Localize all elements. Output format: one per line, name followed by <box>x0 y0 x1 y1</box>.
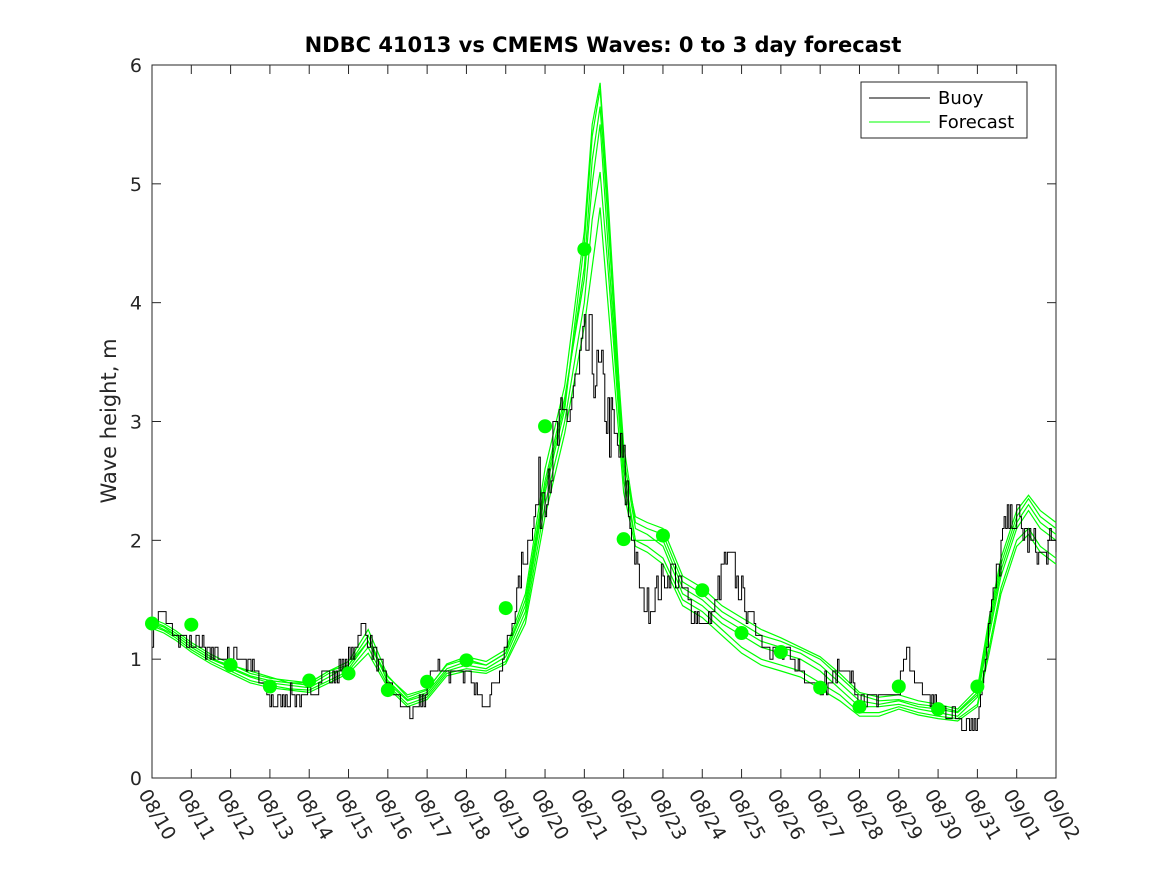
x-tick-label: 08/31 <box>959 786 1005 844</box>
legend-box <box>860 81 1028 139</box>
x-tick-label: 08/27 <box>802 786 848 844</box>
x-tick-labels: 08/1008/1108/1208/1308/1408/1508/1608/17… <box>134 786 1084 844</box>
legend-forecast-label: Forecast <box>938 112 1014 133</box>
x-tick-label: 08/21 <box>566 786 612 844</box>
y-tick-label: 5 <box>130 174 142 196</box>
y-tick-labels: 0 1 2 3 4 5 6 <box>130 55 142 790</box>
x-tick-label: 08/29 <box>880 786 926 844</box>
plot-area <box>151 64 1057 779</box>
x-tick-label: 08/23 <box>645 786 691 844</box>
forecast-marker <box>931 702 946 717</box>
x-tick-label: 08/30 <box>920 786 966 844</box>
forecast-marker <box>420 674 435 689</box>
x-tick-label: 08/22 <box>605 786 651 844</box>
x-tick-label: 08/25 <box>723 786 769 844</box>
x-tick-label: 08/15 <box>330 786 376 844</box>
forecast-marker <box>970 679 985 694</box>
forecast-marker <box>538 419 553 434</box>
x-tick-label: 09/02 <box>1038 786 1084 844</box>
buoy-series <box>152 314 1057 731</box>
forecast-marker <box>655 528 670 543</box>
x-tick-label: 08/10 <box>134 786 180 844</box>
forecast-markers <box>145 242 985 717</box>
forecast-marker <box>891 679 906 694</box>
forecast-marker <box>813 680 828 695</box>
x-tick-label: 08/24 <box>684 786 730 844</box>
x-tick-label: 08/18 <box>448 786 494 844</box>
forecast-marker <box>302 673 317 688</box>
chart-title: NDBC 41013 vs CMEMS Waves: 0 to 3 day fo… <box>305 33 902 57</box>
y-tick-label: 1 <box>130 649 142 671</box>
forecast-marker <box>577 242 592 257</box>
forecast-marker <box>773 645 788 660</box>
forecast-marker <box>380 683 395 698</box>
forecast-line-4 <box>151 207 1057 722</box>
forecast-marker <box>616 532 631 547</box>
x-tick-label: 08/17 <box>409 786 455 844</box>
y-tick-label: 3 <box>130 412 142 434</box>
forecast-line-2 <box>151 171 1057 720</box>
forecast-marker <box>262 679 277 694</box>
forecast-marker <box>498 601 513 616</box>
x-tick-label: 08/11 <box>173 786 219 844</box>
legend: Buoy Forecast <box>860 81 1028 139</box>
y-tick-label: 4 <box>130 293 142 315</box>
forecast-marker <box>459 653 474 668</box>
forecast-marker <box>223 658 238 673</box>
y-tick-label: 2 <box>130 530 142 552</box>
legend-buoy-label: Buoy <box>938 88 984 109</box>
forecast-marker <box>341 666 356 681</box>
x-tick-label: 08/12 <box>212 786 258 844</box>
x-tick-label: 08/26 <box>763 786 809 844</box>
tick-marks <box>151 64 1057 779</box>
forecast-marker <box>184 617 199 632</box>
y-tick-label: 0 <box>130 768 142 790</box>
x-tick-label: 08/20 <box>527 786 573 844</box>
x-tick-label: 08/16 <box>369 786 415 844</box>
x-tick-label: 08/14 <box>291 786 337 844</box>
y-axis-label: Wave height, m <box>97 338 121 503</box>
x-tick-label: 08/19 <box>487 786 533 844</box>
x-tick-label: 08/28 <box>841 786 887 844</box>
buoy-line <box>152 314 1057 731</box>
x-tick-label: 08/13 <box>252 786 298 844</box>
forecast-marker <box>695 583 710 598</box>
forecast-marker <box>145 616 159 631</box>
y-tick-label: 6 <box>130 55 142 77</box>
forecast-marker <box>852 699 867 714</box>
x-tick-label: 09/01 <box>998 786 1044 844</box>
forecast-marker <box>734 626 749 641</box>
